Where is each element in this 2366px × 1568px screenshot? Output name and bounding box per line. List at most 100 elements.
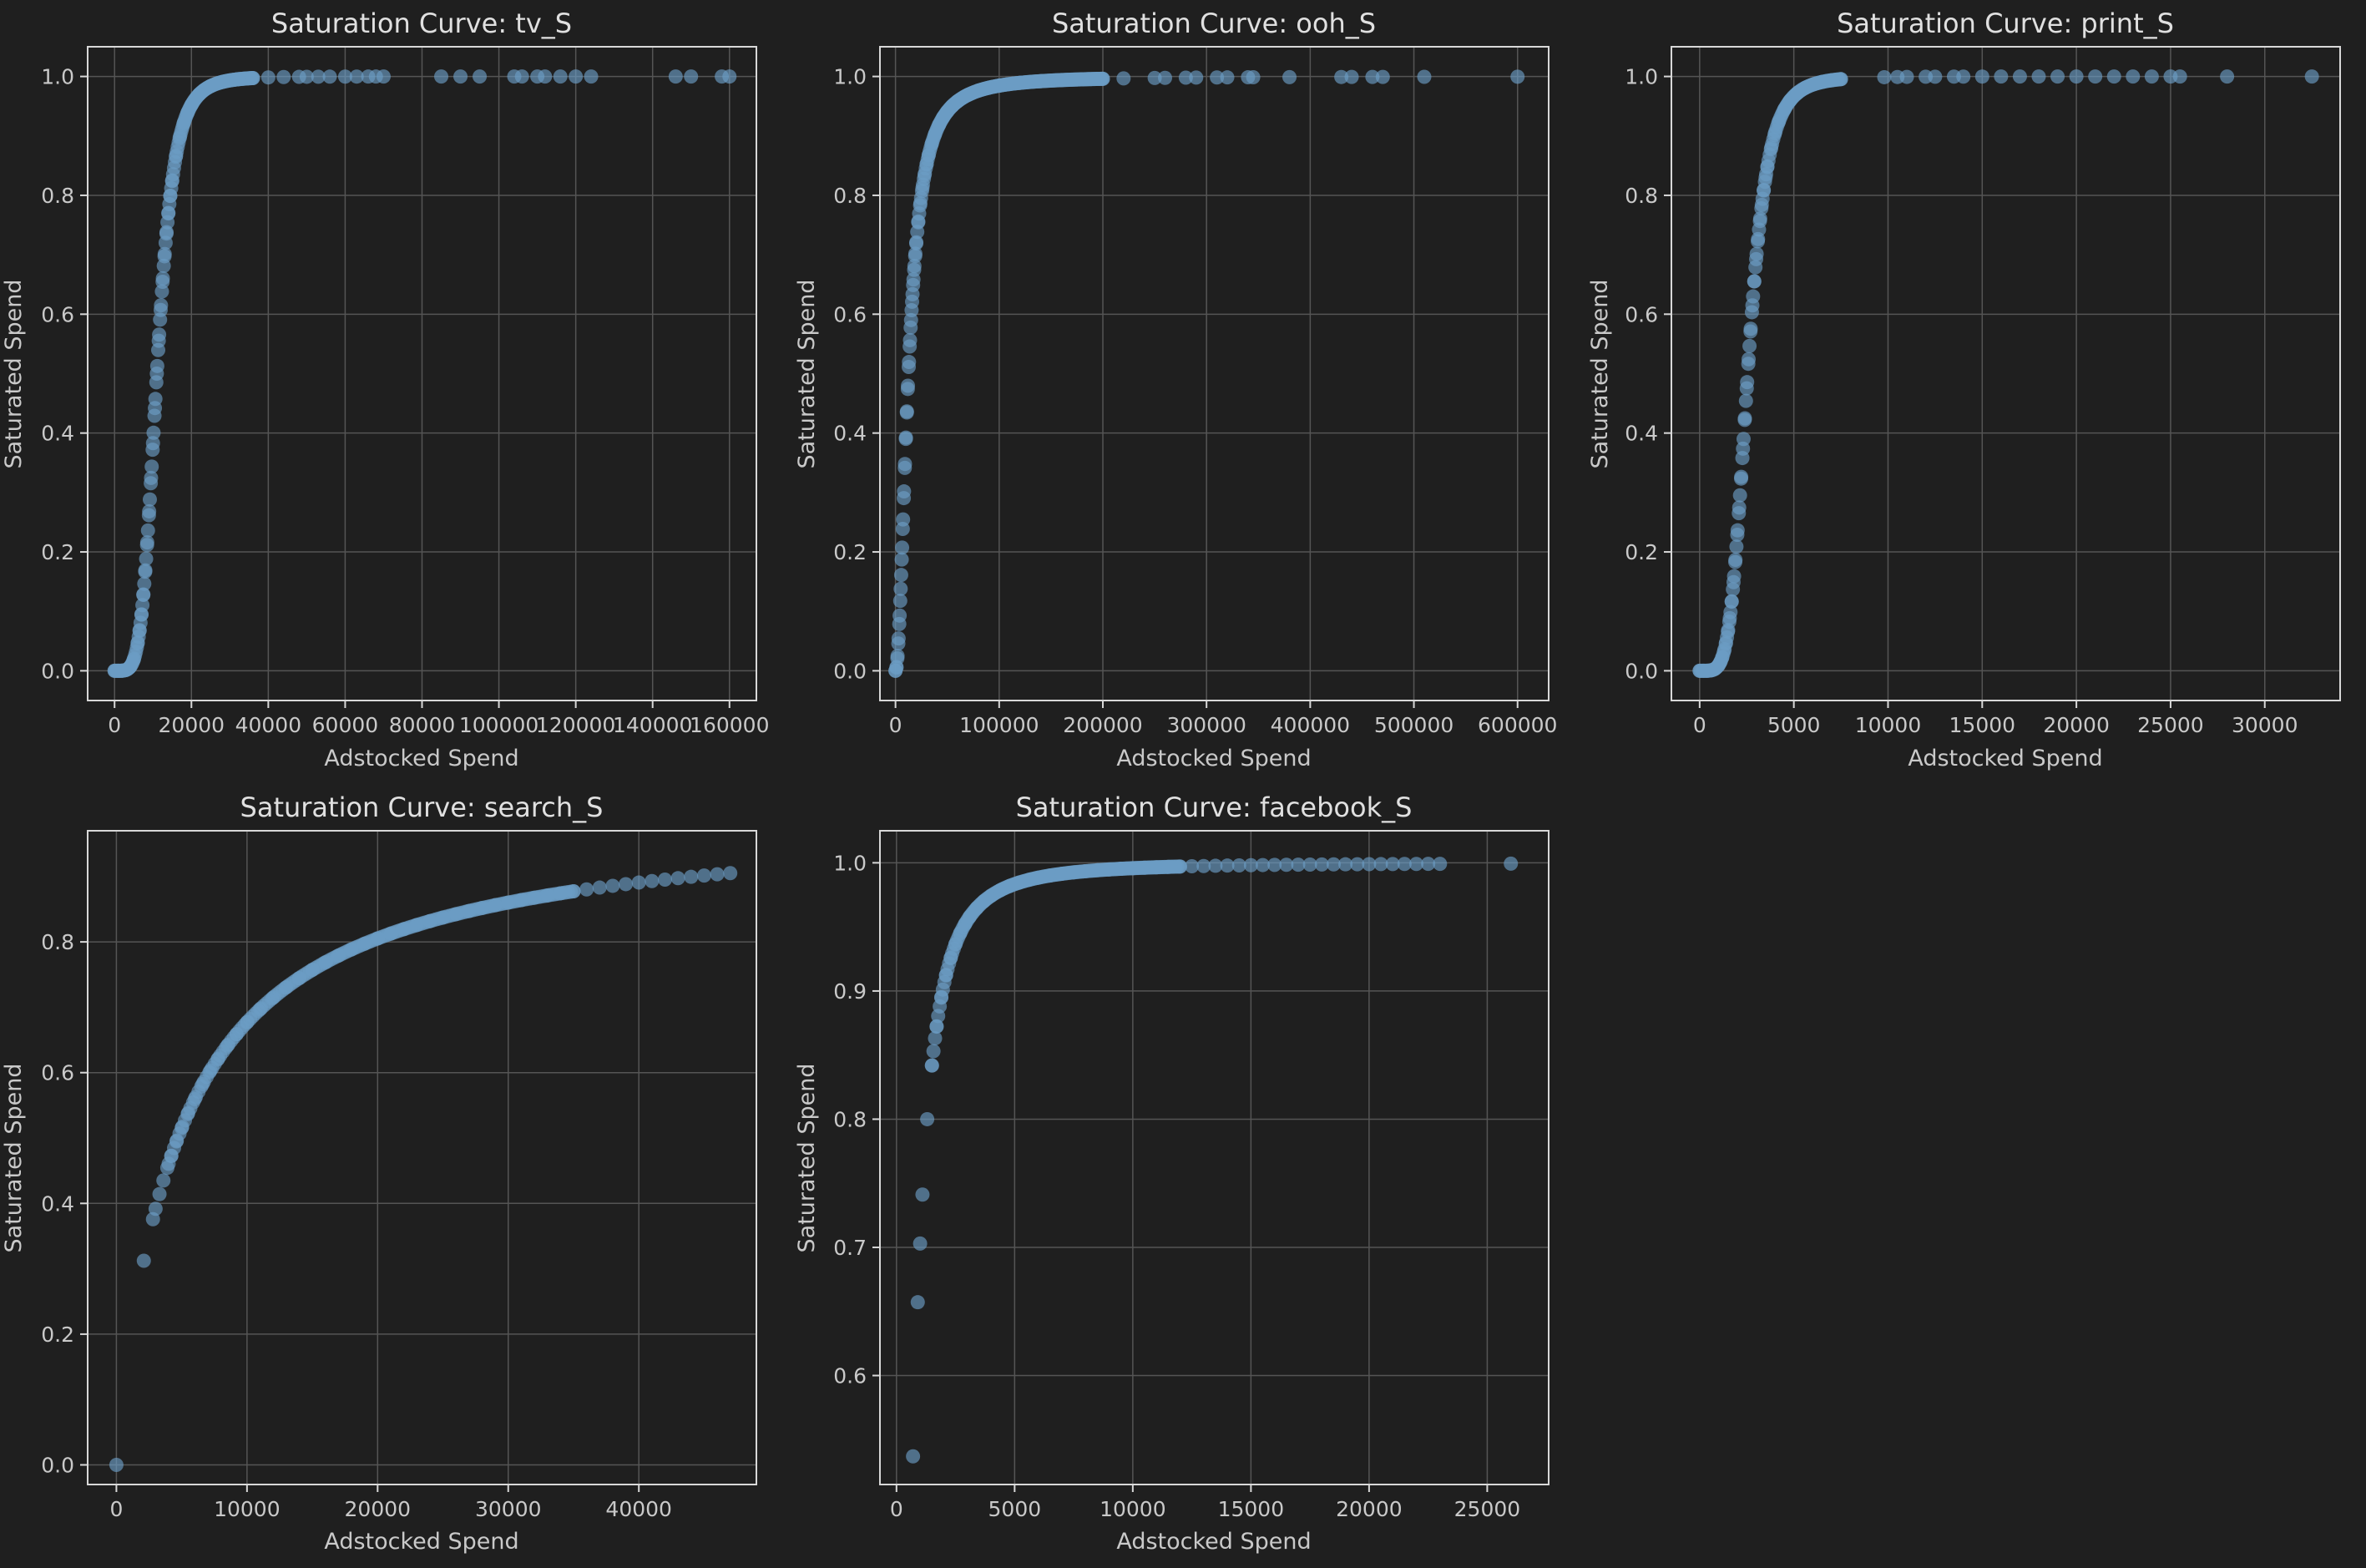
data-point bbox=[1189, 70, 1204, 85]
data-point bbox=[1745, 298, 1760, 313]
data-point bbox=[1421, 857, 1436, 872]
x-tick-label: 20000 bbox=[1336, 1497, 1403, 1521]
data-point bbox=[2088, 69, 2103, 84]
data-point bbox=[917, 168, 932, 183]
data-point bbox=[891, 631, 906, 646]
data-point bbox=[513, 893, 528, 908]
data-point bbox=[152, 1186, 167, 1201]
data-point bbox=[1928, 69, 1943, 84]
x-tick-label: 30000 bbox=[475, 1497, 542, 1521]
y-tick-label: 1.0 bbox=[1625, 65, 1658, 89]
x-tick-label: 120000 bbox=[536, 713, 615, 737]
data-point bbox=[142, 503, 157, 518]
data-point bbox=[1742, 352, 1757, 367]
y-tick-label: 1.0 bbox=[833, 851, 867, 875]
data-point bbox=[130, 636, 145, 651]
data-point bbox=[1738, 393, 1753, 408]
data-point bbox=[696, 868, 711, 883]
data-point bbox=[1147, 70, 1162, 85]
data-point bbox=[155, 274, 170, 289]
data-point bbox=[1397, 857, 1412, 872]
x-tick-label: 10000 bbox=[1855, 713, 1922, 737]
data-point bbox=[1730, 527, 1745, 542]
data-point bbox=[203, 1063, 218, 1078]
data-point bbox=[163, 189, 178, 204]
data-point bbox=[1736, 441, 1751, 456]
plot-area-search: 0 10000 20000 30000 40000 0.0 0.2 0.4 0.6 0.8 bbox=[41, 830, 757, 1521]
data-point bbox=[331, 948, 346, 964]
data-point bbox=[2172, 69, 2187, 84]
data-point bbox=[920, 1111, 935, 1126]
data-point bbox=[904, 294, 919, 309]
data-point bbox=[1089, 862, 1105, 878]
data-point bbox=[948, 937, 963, 952]
data-point bbox=[1732, 488, 1747, 503]
data-point bbox=[349, 69, 364, 84]
data-point bbox=[436, 910, 451, 925]
x-tick-label: 0 bbox=[108, 713, 121, 737]
subplot-title: Saturation Curve: facebook_S bbox=[1016, 792, 1413, 823]
data-point bbox=[462, 903, 477, 918]
data-point bbox=[210, 1051, 225, 1066]
data-point bbox=[1031, 870, 1046, 885]
data-point bbox=[1362, 857, 1377, 872]
x-tick-label: 100000 bbox=[459, 713, 538, 737]
x-tick-label: 80000 bbox=[389, 713, 456, 737]
data-point bbox=[265, 990, 281, 1005]
data-point bbox=[892, 608, 907, 623]
data-point bbox=[139, 535, 154, 550]
data-point bbox=[172, 129, 187, 144]
data-point bbox=[1737, 411, 1752, 426]
data-point bbox=[684, 869, 699, 884]
data-point bbox=[897, 491, 912, 506]
y-tick-label: 0.7 bbox=[833, 1236, 867, 1260]
data-point bbox=[1033, 73, 1048, 89]
data-point bbox=[908, 236, 923, 251]
data-point bbox=[670, 871, 685, 886]
y-tick-label: 0.8 bbox=[1625, 184, 1658, 208]
data-point bbox=[1877, 69, 1892, 84]
data-point bbox=[915, 180, 930, 195]
data-point bbox=[926, 1044, 941, 1059]
data-point bbox=[291, 971, 306, 986]
data-point bbox=[1375, 69, 1390, 84]
data-point bbox=[1149, 860, 1164, 875]
data-point bbox=[140, 523, 155, 538]
x-axis-label: Adstocked Spend bbox=[1116, 1529, 1311, 1555]
y-tick-label: 0.0 bbox=[41, 1454, 74, 1478]
subplot-print: Saturation Curve: print_S Adstocked Spen… bbox=[1587, 8, 2174, 771]
data-point bbox=[1994, 69, 2009, 84]
data-point bbox=[1160, 859, 1175, 874]
plot-frame bbox=[87, 830, 757, 1485]
data-point bbox=[906, 1449, 921, 1464]
x-tick-label: 15000 bbox=[1949, 713, 2016, 737]
plot-frame bbox=[879, 830, 1550, 1485]
data-point bbox=[527, 890, 542, 905]
data-point bbox=[1279, 857, 1294, 873]
data-point bbox=[1291, 857, 1306, 873]
data-point bbox=[903, 312, 918, 327]
y-tick-label: 0.6 bbox=[833, 302, 867, 326]
data-point bbox=[322, 69, 337, 84]
data-point bbox=[1208, 858, 1223, 873]
data-point bbox=[1350, 857, 1365, 872]
data-point bbox=[2050, 69, 2065, 84]
data-point bbox=[139, 551, 154, 566]
data-point bbox=[142, 492, 157, 507]
data-point bbox=[1256, 857, 1271, 873]
data-point bbox=[138, 563, 153, 578]
x-tick-label: 0 bbox=[1693, 713, 1706, 737]
data-point bbox=[134, 607, 149, 622]
data-point bbox=[1757, 183, 1772, 198]
x-axis-label: Adstocked Spend bbox=[324, 746, 518, 771]
data-point bbox=[1267, 857, 1282, 873]
subplot-title: Saturation Curve: ooh_S bbox=[1052, 8, 1376, 39]
data-point bbox=[895, 521, 910, 536]
data-point bbox=[1095, 71, 1110, 86]
data-point bbox=[1749, 251, 1764, 266]
data-point bbox=[913, 1236, 928, 1251]
data-point bbox=[889, 660, 904, 675]
x-tick-label: 5000 bbox=[1767, 713, 1821, 737]
data-point bbox=[146, 425, 161, 440]
data-point bbox=[174, 1120, 190, 1136]
